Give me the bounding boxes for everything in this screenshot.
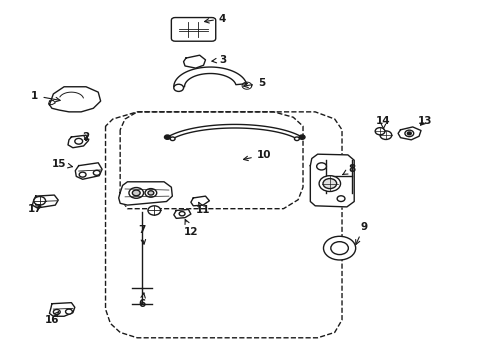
Text: 8: 8 [342, 164, 355, 175]
Circle shape [323, 236, 355, 260]
Circle shape [374, 128, 384, 135]
Text: 7: 7 [138, 225, 145, 244]
Circle shape [379, 131, 391, 139]
Polygon shape [49, 87, 101, 112]
Text: 14: 14 [375, 116, 390, 129]
Text: 12: 12 [183, 220, 198, 237]
Circle shape [319, 176, 340, 192]
Polygon shape [32, 195, 58, 208]
Text: 1: 1 [31, 91, 60, 102]
Polygon shape [68, 135, 88, 148]
Text: 4: 4 [204, 14, 226, 24]
Text: 13: 13 [417, 116, 431, 126]
Text: 6: 6 [138, 293, 145, 309]
Text: 9: 9 [355, 222, 367, 244]
Text: 15: 15 [52, 159, 72, 169]
Text: 3: 3 [211, 55, 226, 65]
Polygon shape [119, 182, 172, 205]
Circle shape [336, 196, 344, 202]
Text: 11: 11 [195, 202, 210, 216]
Text: 17: 17 [27, 204, 42, 214]
Polygon shape [75, 163, 102, 179]
Circle shape [75, 138, 82, 144]
Circle shape [148, 191, 154, 195]
Circle shape [53, 310, 60, 315]
Circle shape [316, 163, 326, 170]
FancyBboxPatch shape [171, 18, 215, 41]
Circle shape [65, 309, 72, 314]
Polygon shape [190, 196, 209, 206]
Polygon shape [173, 210, 190, 219]
Circle shape [164, 135, 170, 139]
Polygon shape [310, 154, 353, 207]
Text: 5: 5 [243, 78, 264, 88]
Circle shape [170, 137, 175, 140]
Polygon shape [173, 67, 246, 87]
Circle shape [179, 212, 184, 216]
Circle shape [145, 189, 157, 197]
Polygon shape [49, 303, 75, 316]
Circle shape [93, 170, 100, 175]
Circle shape [173, 84, 183, 91]
Text: 16: 16 [44, 312, 59, 325]
Circle shape [323, 179, 336, 189]
Circle shape [299, 135, 305, 139]
Text: 2: 2 [82, 132, 89, 142]
Circle shape [129, 188, 143, 198]
Circle shape [407, 132, 410, 135]
Circle shape [148, 206, 160, 215]
Text: 10: 10 [243, 150, 271, 161]
Polygon shape [183, 55, 205, 68]
Circle shape [132, 190, 140, 196]
Circle shape [34, 197, 45, 205]
Circle shape [294, 137, 299, 140]
Polygon shape [397, 127, 420, 140]
Circle shape [404, 130, 413, 136]
Circle shape [79, 172, 86, 177]
